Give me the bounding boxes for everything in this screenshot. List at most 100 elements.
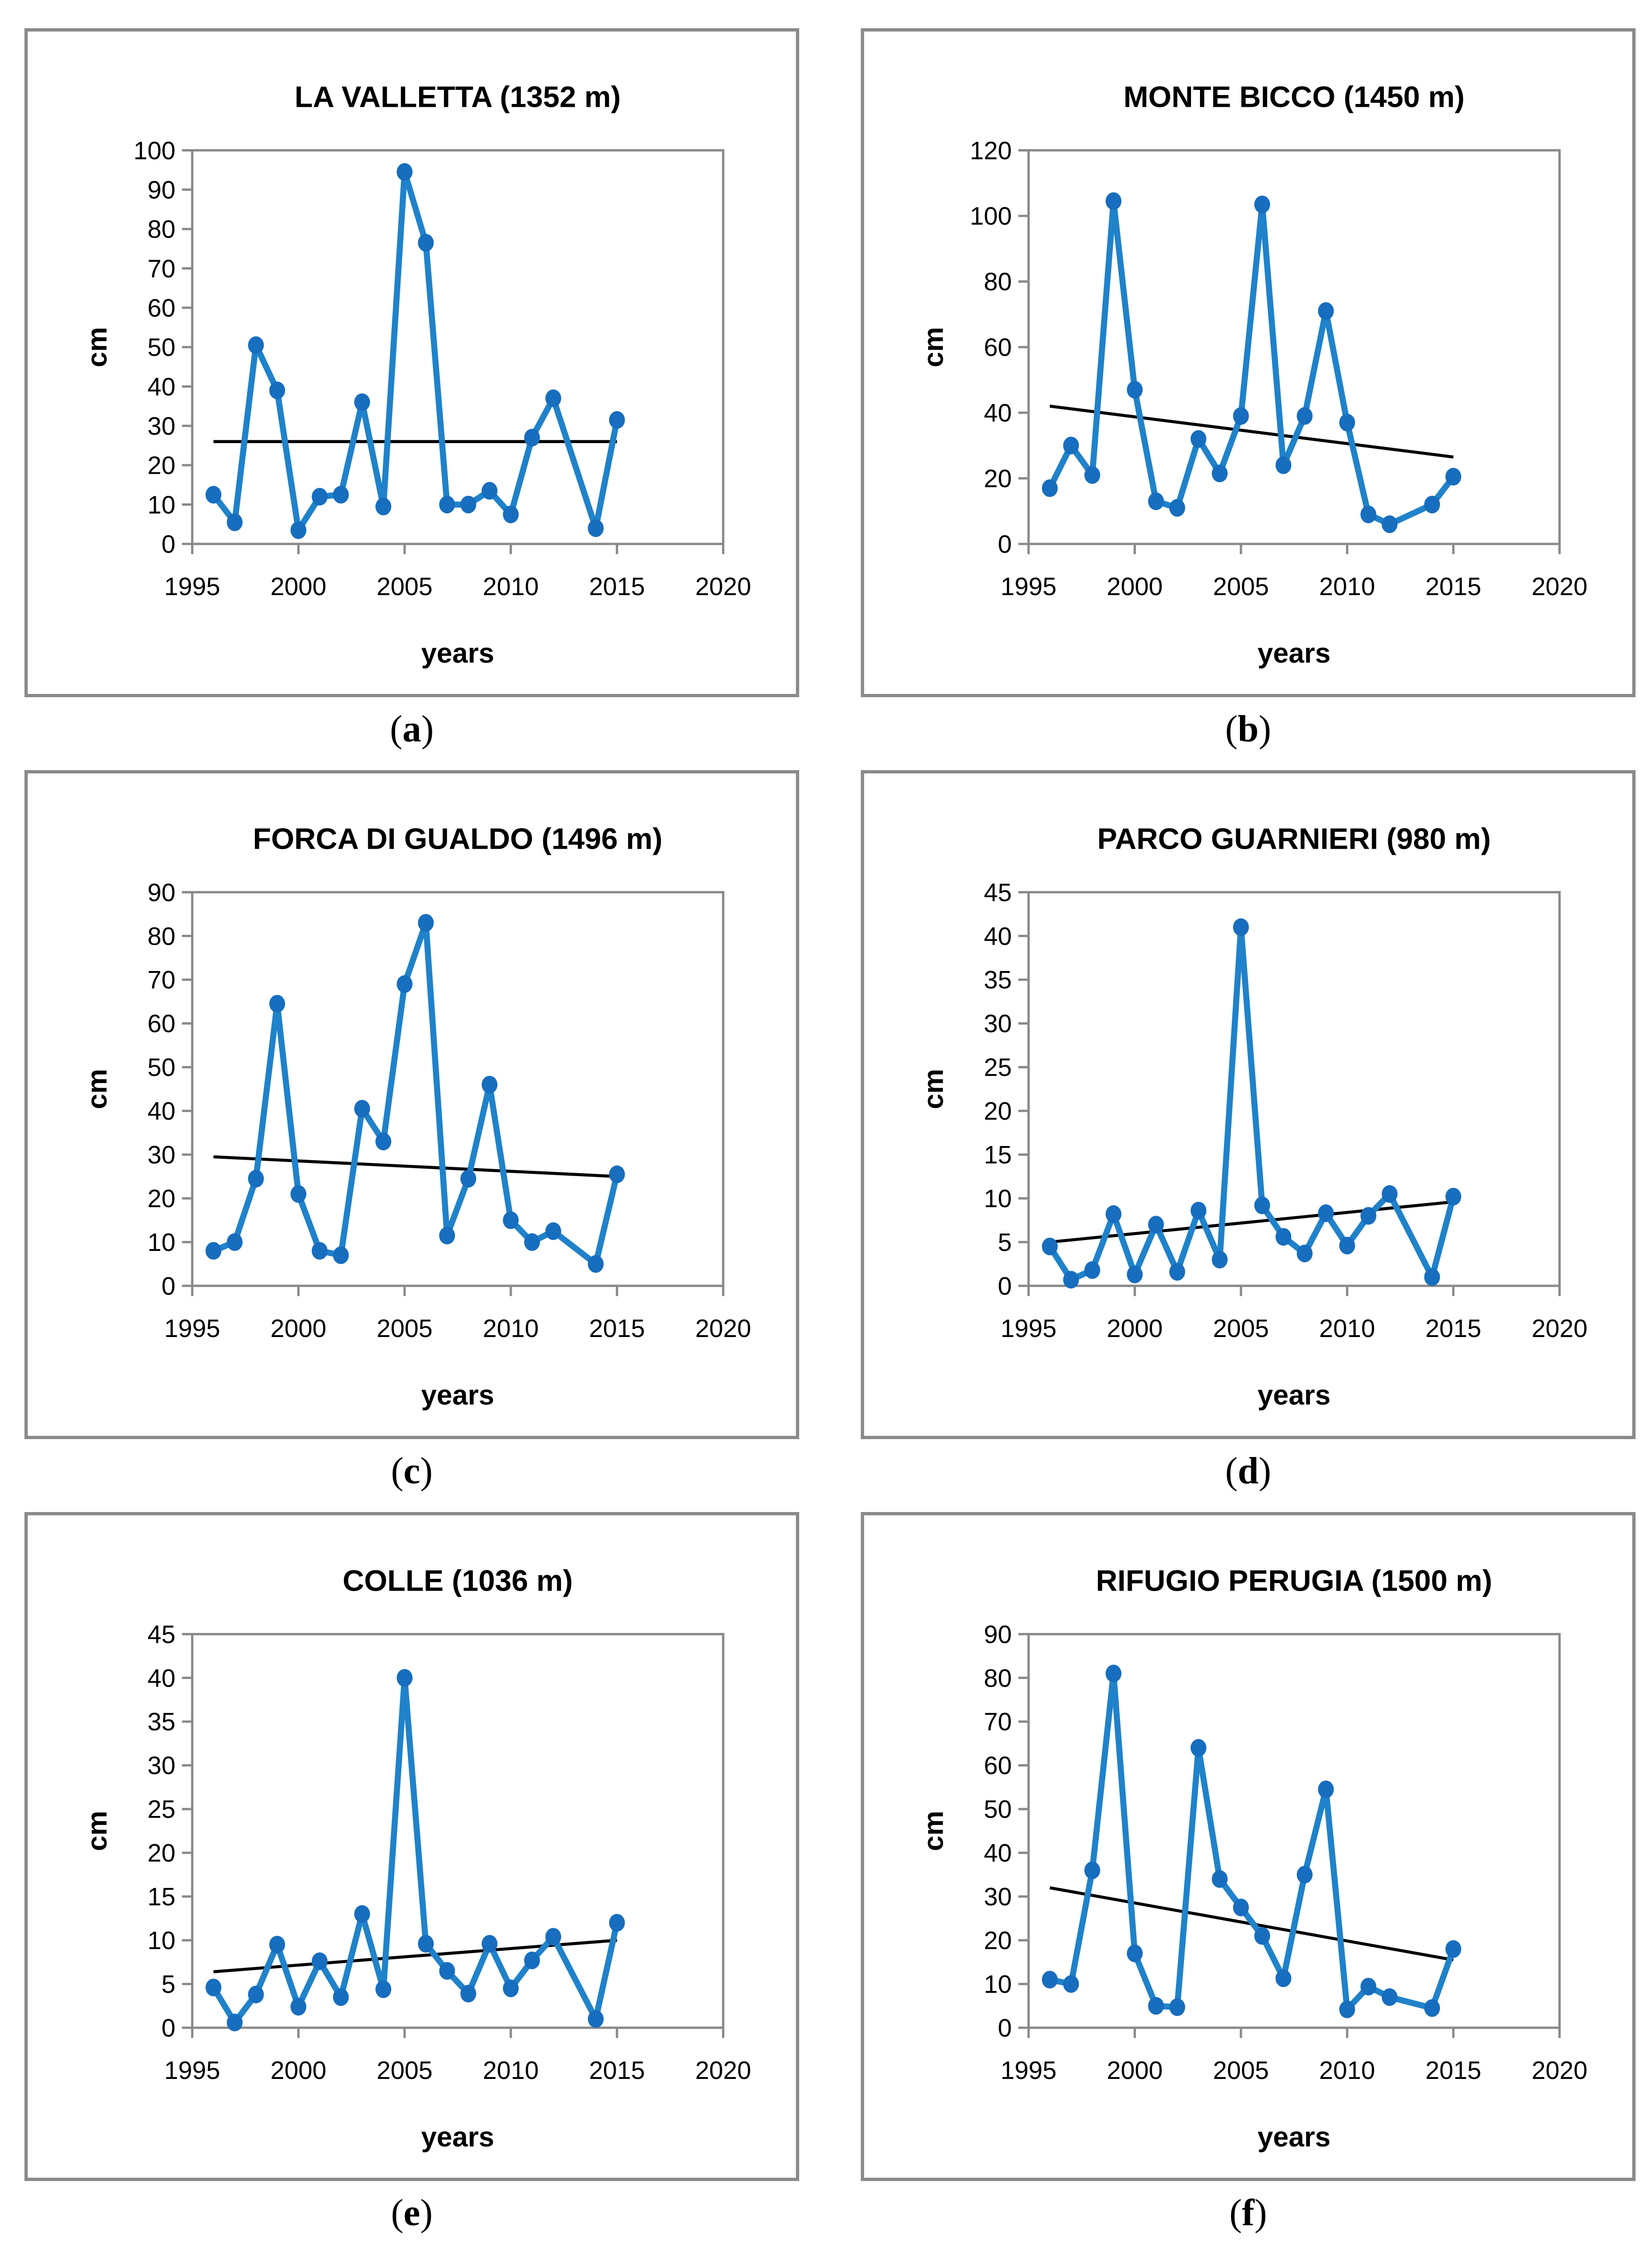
svg-text:2020: 2020 [1532, 1315, 1588, 1343]
letter: f [1242, 2192, 1255, 2234]
svg-text:1995: 1995 [164, 1315, 220, 1343]
svg-text:2005: 2005 [1213, 2057, 1269, 2085]
svg-text:2005: 2005 [377, 1315, 433, 1343]
svg-text:FORCA DI GUALDO (1496 m): FORCA DI GUALDO (1496 m) [253, 822, 663, 855]
svg-text:30: 30 [984, 1010, 1012, 1038]
svg-text:40: 40 [148, 1664, 175, 1692]
svg-text:30: 30 [148, 1141, 175, 1169]
svg-text:90: 90 [148, 879, 175, 907]
chart-rifugio-perugia: 0 10 20 30 40 50 60 70 80 90 1995 2000 2005 2010 2015 2… [917, 1564, 1588, 2153]
svg-text:cm: cm [81, 1069, 112, 1109]
panel-box-a: 0 10 20 30 40 50 60 70 80 90 100 1995 2000 2005 2010 20… [24, 28, 799, 697]
svg-text:2000: 2000 [1107, 1315, 1163, 1343]
svg-text:2005: 2005 [1213, 1315, 1269, 1343]
svg-text:10: 10 [984, 1971, 1012, 1998]
svg-text:40: 40 [984, 399, 1012, 427]
panel-box-c: 0 10 20 30 40 50 60 70 80 90 1995 2000 2005 2010 2015 2… [24, 770, 799, 1439]
svg-text:2015: 2015 [589, 2057, 645, 2085]
svg-text:0: 0 [998, 1273, 1012, 1300]
svg-text:years: years [421, 1379, 494, 1411]
svg-text:years: years [1257, 637, 1330, 669]
svg-text:1995: 1995 [1001, 2057, 1056, 2085]
svg-text:2020: 2020 [695, 573, 751, 601]
panel-box-b: 0 20 40 60 80 100 120 1995 2000 2005 2010 2015 2020 M… [861, 28, 1636, 697]
svg-text:2015: 2015 [1425, 2057, 1481, 2085]
panel-box-d: 0 5 10 15 20 25 30 35 40 45 1995 2000 2005 2010 2015 20… [861, 770, 1636, 1439]
svg-text:2010: 2010 [1319, 1315, 1375, 1343]
svg-text:10: 10 [148, 491, 175, 519]
svg-text:80: 80 [148, 216, 175, 244]
svg-text:20: 20 [984, 1098, 1012, 1125]
svg-text:0: 0 [998, 2014, 1012, 2042]
svg-text:years: years [421, 2121, 494, 2153]
svg-text:MONTE BICCO (1450 m): MONTE BICCO (1450 m) [1123, 80, 1464, 113]
panel-letter-a: (a) [24, 701, 799, 757]
svg-text:2020: 2020 [1532, 2057, 1588, 2085]
svg-text:years: years [421, 637, 494, 669]
paren-open: ( [389, 708, 403, 750]
svg-text:cm: cm [81, 327, 112, 367]
svg-text:years: years [1257, 2121, 1330, 2153]
svg-text:70: 70 [984, 1708, 1012, 1736]
paren-open: ( [391, 2192, 404, 2234]
svg-text:40: 40 [984, 1839, 1012, 1867]
letter: e [403, 2192, 421, 2234]
svg-text:2005: 2005 [377, 573, 433, 601]
svg-text:2015: 2015 [589, 573, 645, 601]
svg-text:2015: 2015 [1425, 1315, 1481, 1343]
svg-text:LA VALLETTA (1352 m): LA VALLETTA (1352 m) [294, 80, 620, 113]
svg-text:2000: 2000 [270, 1315, 326, 1343]
svg-text:2005: 2005 [1213, 573, 1269, 601]
svg-text:10: 10 [984, 1185, 1012, 1213]
svg-text:40: 40 [148, 1098, 175, 1125]
svg-text:15: 15 [984, 1141, 1012, 1169]
svg-text:25: 25 [984, 1054, 1012, 1082]
paren-open: ( [1225, 708, 1238, 750]
svg-text:cm: cm [917, 327, 949, 367]
chart-colle: 0 5 10 15 20 25 30 35 40 45 1995 2000 2005 2010 2015 20… [81, 1564, 751, 2153]
svg-text:10: 10 [148, 1927, 175, 1955]
svg-text:30: 30 [148, 413, 175, 440]
svg-text:2010: 2010 [483, 2057, 539, 2085]
paren-close: ) [420, 2192, 433, 2234]
panel-letter-b: (b) [861, 701, 1636, 757]
svg-text:70: 70 [148, 966, 175, 994]
svg-text:60: 60 [148, 1010, 175, 1038]
svg-text:5: 5 [998, 1229, 1012, 1257]
paren-open: ( [1225, 1450, 1238, 1492]
svg-text:20: 20 [148, 1839, 175, 1867]
svg-text:2020: 2020 [695, 1315, 751, 1343]
panel-box-e: 0 5 10 15 20 25 30 35 40 45 1995 2000 2005 2010 2015 20… [24, 1512, 799, 2181]
svg-text:2010: 2010 [1319, 573, 1375, 601]
paren-open: ( [391, 1450, 404, 1492]
svg-text:20: 20 [148, 452, 175, 480]
svg-text:2015: 2015 [1425, 573, 1481, 601]
svg-text:120: 120 [970, 137, 1012, 165]
svg-text:30: 30 [148, 1752, 175, 1780]
svg-text:60: 60 [984, 334, 1012, 362]
svg-text:PARCO GUARNIERI (980 m): PARCO GUARNIERI (980 m) [1097, 822, 1491, 855]
svg-text:cm: cm [917, 1069, 949, 1109]
svg-text:0: 0 [998, 531, 1012, 558]
svg-text:2000: 2000 [270, 2057, 326, 2085]
svg-text:0: 0 [161, 2014, 175, 2042]
svg-text:cm: cm [917, 1811, 949, 1851]
svg-text:1995: 1995 [1001, 573, 1056, 601]
svg-text:COLLE (1036 m): COLLE (1036 m) [342, 1564, 572, 1597]
svg-text:2000: 2000 [1107, 573, 1163, 601]
svg-text:2005: 2005 [377, 2057, 433, 2085]
svg-text:2010: 2010 [483, 573, 539, 601]
svg-text:2020: 2020 [1532, 573, 1588, 601]
svg-text:80: 80 [984, 1664, 1012, 1692]
svg-text:5: 5 [161, 1971, 175, 1998]
svg-text:2010: 2010 [483, 1315, 539, 1343]
svg-text:RIFUGIO PERUGIA (1500 m): RIFUGIO PERUGIA (1500 m) [1096, 1564, 1493, 1597]
letter: c [403, 1450, 421, 1492]
paren-close: ) [421, 708, 434, 750]
svg-text:70: 70 [148, 255, 175, 283]
chart-parco-guarnieri: 0 5 10 15 20 25 30 35 40 45 1995 2000 2005 2010 2015 20… [917, 822, 1588, 1411]
panel-letter-c: (c) [24, 1443, 799, 1499]
svg-text:35: 35 [984, 966, 1012, 994]
svg-text:60: 60 [984, 1752, 1012, 1780]
svg-text:years: years [1257, 1379, 1330, 1411]
